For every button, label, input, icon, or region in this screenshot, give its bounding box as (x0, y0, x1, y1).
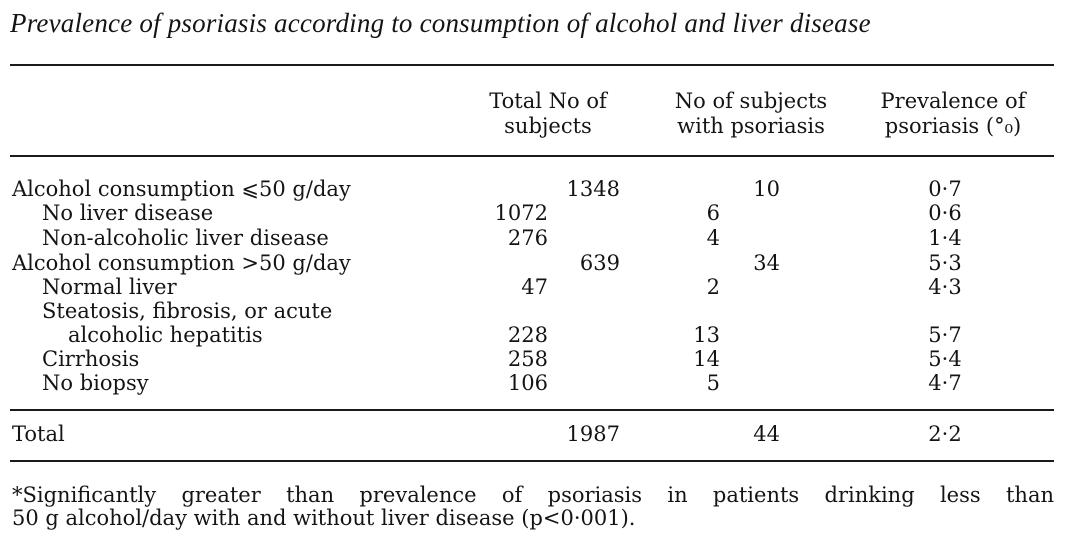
top-rule (10, 64, 1054, 66)
total-prevalence: 2·2 (928, 422, 962, 446)
row-total-sub: 258 (507, 347, 548, 371)
row-label: Alcohol consumption >50 g/day (12, 251, 351, 275)
row-total-group: 639 (579, 251, 620, 275)
row-label: Non-alcoholic liver disease (42, 226, 329, 250)
header-total-subjects-line1: Total No of (489, 89, 607, 113)
header-prevalence-line2: psoriasis (°₀) (884, 114, 1022, 138)
bottom-rule (10, 460, 1054, 462)
row-psoriasis-sub: 13 (693, 323, 720, 347)
row-prevalence: 1·4 (928, 226, 962, 250)
header-psoriasis-line1: No of subjects (674, 89, 828, 113)
row-prevalence: 0·7 (928, 177, 962, 201)
row-prevalence: 5·4 (928, 347, 962, 371)
row-psoriasis-sub: 4 (706, 226, 720, 250)
row-total-sub: 1072 (494, 201, 548, 225)
footnote-line-2: 50 g alcohol/day with and without liver … (12, 506, 636, 530)
row-psoriasis-group: 34 (753, 251, 780, 275)
row-label: Steatosis, fibrosis, or acute (42, 299, 333, 323)
row-label: Normal liver (42, 275, 177, 299)
footnote: *Significantly greater than prevalence o… (12, 484, 1054, 530)
total-psoriasis: 44 (753, 422, 780, 446)
total-label: Total (12, 422, 65, 446)
header-psoriasis-line2: with psoriasis (677, 114, 825, 138)
row-psoriasis-sub: 14 (693, 347, 720, 371)
header-total-subjects-line2: subjects (504, 114, 592, 138)
header-subjects-with-psoriasis: No of subjects with psoriasis (652, 89, 850, 139)
row-label: No liver disease (42, 201, 214, 225)
row-label: No biopsy (42, 371, 149, 395)
total-subjects: 1987 (566, 422, 620, 446)
row-prevalence: 5·7 (928, 323, 962, 347)
row-prevalence: 0·6 (928, 201, 962, 225)
table-title: Prevalence of psoriasis according to con… (10, 8, 871, 38)
row-label: alcoholic hepatitis (68, 323, 263, 347)
row-total-group: 1348 (566, 177, 620, 201)
row-psoriasis-group: 10 (753, 177, 780, 201)
row-prevalence: 4·3 (928, 275, 962, 299)
row-label: Alcohol consumption ⩽50 g/day (12, 177, 351, 201)
header-total-subjects: Total No of subjects (468, 89, 628, 139)
total-rule (10, 409, 1054, 411)
row-label: Cirrhosis (42, 347, 140, 371)
footnote-line-1: *Significantly greater than prevalence o… (12, 483, 1054, 507)
header-rule (10, 155, 1054, 157)
row-prevalence: 4·7 (928, 371, 962, 395)
row-psoriasis-sub: 2 (706, 275, 720, 299)
row-prevalence: 5·3 (928, 251, 962, 275)
header-prevalence-line1: Prevalence of (880, 89, 1026, 113)
header-prevalence: Prevalence of psoriasis (°₀) (862, 89, 1044, 139)
row-psoriasis-sub: 5 (706, 371, 720, 395)
row-total-sub: 228 (507, 323, 548, 347)
row-psoriasis-sub: 6 (706, 201, 720, 225)
row-total-sub: 47 (521, 275, 548, 299)
row-total-sub: 276 (507, 226, 548, 250)
row-total-sub: 106 (507, 371, 548, 395)
